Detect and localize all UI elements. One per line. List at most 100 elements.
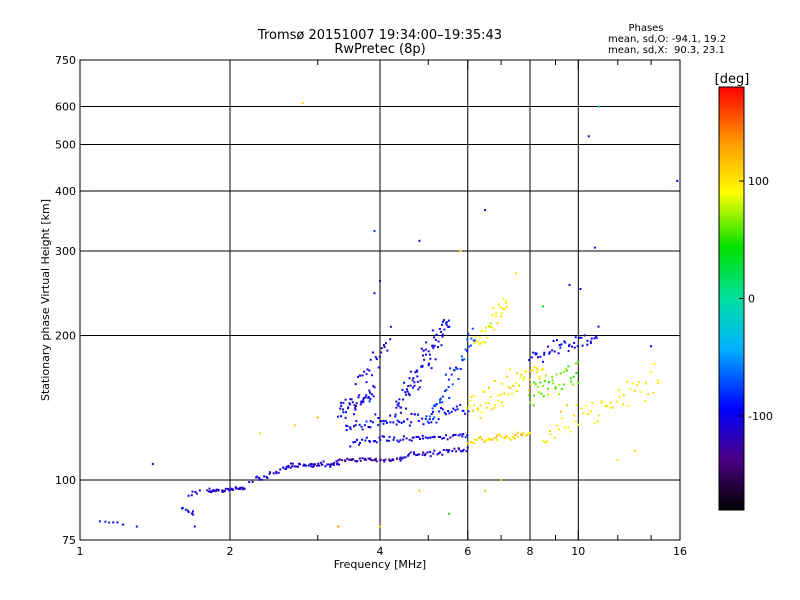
data-point	[445, 388, 448, 391]
data-point	[289, 466, 292, 469]
data-point	[349, 426, 352, 429]
data-point	[419, 437, 421, 440]
data-point	[287, 464, 290, 467]
data-point	[241, 486, 244, 489]
data-point	[434, 338, 437, 341]
data-point	[395, 406, 398, 409]
data-point	[448, 412, 451, 415]
colorbar-tick-label: -100	[748, 410, 773, 423]
data-point	[432, 410, 434, 413]
data-point	[354, 440, 357, 443]
data-point	[515, 272, 517, 274]
data-point	[354, 460, 357, 462]
data-point	[331, 462, 334, 465]
data-point	[351, 401, 354, 404]
data-point	[279, 468, 282, 471]
data-point	[403, 435, 405, 438]
data-point	[382, 422, 385, 425]
data-point	[527, 389, 530, 392]
data-point	[312, 464, 315, 467]
data-point	[444, 390, 447, 393]
data-point	[394, 413, 397, 416]
data-point	[512, 436, 515, 438]
data-point	[437, 436, 440, 438]
data-point	[533, 381, 536, 384]
data-point	[579, 288, 582, 290]
data-point	[549, 433, 552, 436]
data-point	[459, 368, 462, 370]
data-point	[440, 344, 443, 347]
colorbar-label: [deg]	[715, 72, 750, 87]
data-point	[587, 135, 590, 138]
data-point	[429, 455, 432, 458]
data-point	[649, 371, 652, 374]
data-point	[344, 416, 347, 419]
data-point	[289, 462, 292, 465]
data-point	[572, 375, 575, 378]
data-point	[548, 381, 550, 384]
phases-x-stats: mean, sd,X: 90.3, 23.1	[608, 45, 725, 56]
data-point	[529, 432, 531, 434]
data-point	[372, 385, 375, 388]
data-point	[438, 410, 441, 413]
data-point	[409, 370, 412, 373]
data-point	[316, 464, 319, 467]
data-point	[493, 380, 496, 382]
y-tick-label: 600	[55, 101, 76, 114]
data-point	[534, 383, 537, 386]
data-point	[589, 410, 592, 413]
data-point	[627, 405, 630, 408]
data-point	[431, 436, 434, 439]
x-tick-label: 8	[527, 545, 534, 558]
data-point	[500, 435, 502, 438]
data-point	[459, 250, 462, 252]
data-point	[275, 470, 278, 473]
data-point	[285, 468, 288, 470]
data-point	[187, 509, 189, 512]
data-point	[370, 393, 373, 396]
data-point	[534, 352, 537, 355]
data-point	[317, 462, 320, 465]
data-point	[474, 438, 477, 441]
data-point	[560, 387, 563, 390]
data-point	[441, 333, 444, 336]
data-point	[447, 378, 450, 381]
data-point	[447, 386, 450, 388]
data-point	[354, 383, 357, 386]
data-point	[358, 457, 361, 460]
data-point	[410, 413, 413, 415]
data-point	[480, 438, 483, 441]
data-point	[553, 436, 556, 439]
data-point	[591, 402, 594, 404]
data-point	[454, 433, 457, 436]
data-point	[504, 302, 507, 305]
data-point	[135, 525, 138, 528]
data-point	[319, 461, 322, 464]
data-point	[443, 411, 446, 414]
data-point	[543, 353, 546, 356]
data-point	[122, 523, 125, 526]
data-point	[403, 381, 406, 384]
data-point	[432, 344, 434, 347]
data-point	[187, 494, 190, 497]
data-point	[431, 329, 434, 332]
data-point	[445, 449, 448, 452]
data-point	[554, 387, 557, 390]
data-point	[484, 209, 487, 212]
data-point	[447, 325, 450, 328]
data-point	[392, 438, 395, 441]
data-point	[532, 394, 535, 397]
data-point	[399, 411, 402, 414]
data-point	[369, 458, 372, 461]
data-point	[104, 520, 107, 523]
data-point	[435, 421, 438, 424]
data-point	[402, 420, 405, 423]
data-point	[564, 341, 567, 344]
data-point	[368, 400, 371, 403]
data-point	[482, 390, 485, 393]
data-point	[437, 340, 440, 343]
data-point	[382, 459, 385, 462]
data-point	[616, 459, 619, 462]
data-point	[367, 426, 370, 428]
data-point	[609, 401, 612, 404]
